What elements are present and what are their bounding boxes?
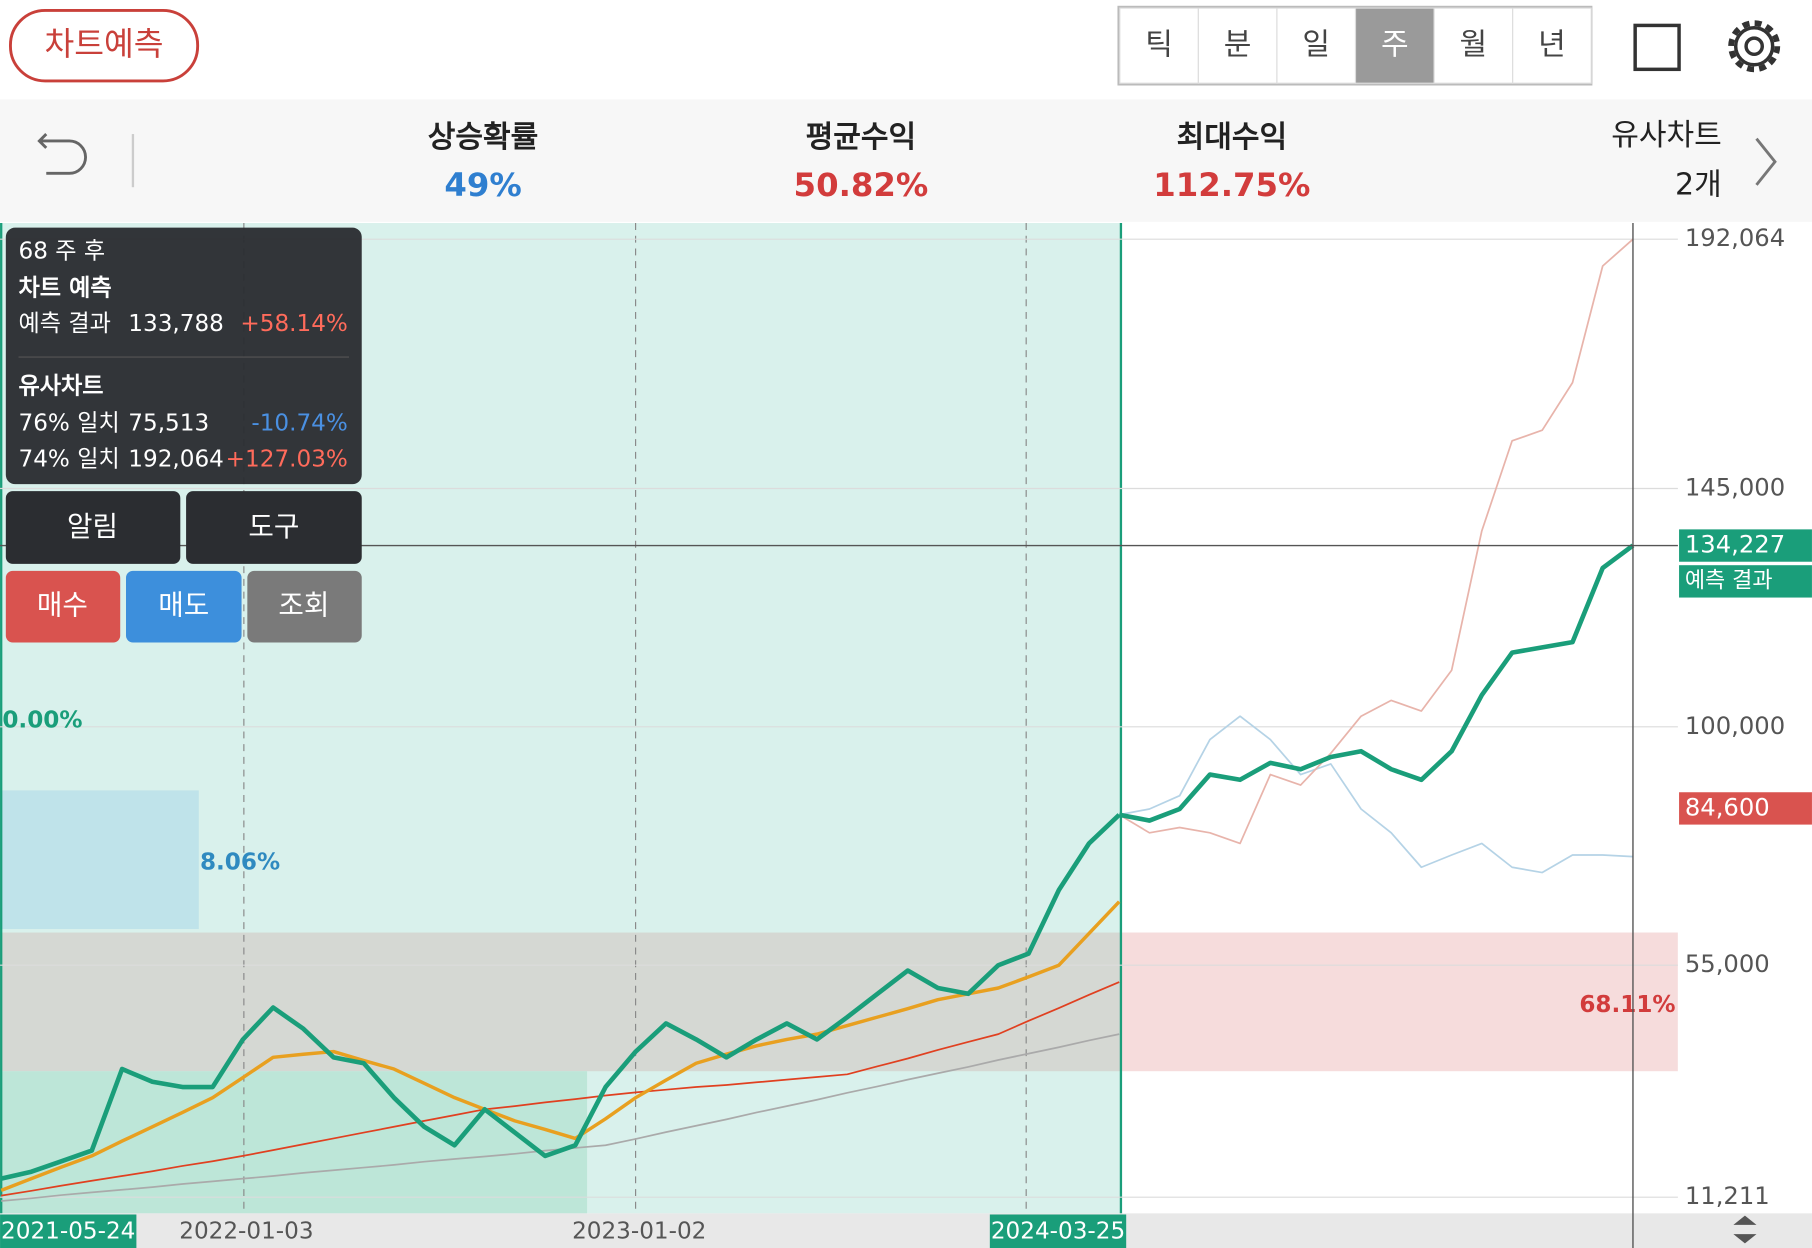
x-tick-label: 2022-01-03 [179,1218,313,1244]
view-button[interactable] [247,570,362,643]
y-tick-label: 145,000 [1685,472,1785,501]
blue-zone-label: 8.06% [200,850,280,876]
period-label: 일 [1302,28,1330,63]
x-axis-area [0,1213,1812,1248]
price-marker-label: 84,600 [1685,792,1770,821]
view-label: 조회 [278,589,329,622]
series-line [1,981,1120,1197]
y-tick-label: 100,000 [1685,711,1785,740]
series-line [1118,543,1635,823]
weeks-after: 68 주 후 [19,238,106,264]
period-label: 주 [1381,28,1409,63]
sort-icon[interactable] [1733,1215,1757,1244]
panel-title: 차트 예측 [19,275,112,301]
similar-label: 유사차트 [1611,118,1722,153]
pink-zone-label: 68.11% [1579,992,1675,1018]
square-icon[interactable] [1633,23,1681,72]
period-label: 틱 [1145,28,1173,63]
settings-icon[interactable] [1728,20,1781,73]
match-change: +127.03% [226,446,348,472]
gray-zone [0,932,1121,1072]
alert-label: 알림 [67,510,118,543]
price-marker-label: 134,227 [1685,530,1785,559]
predict-button-label: 차트예측 [45,25,164,63]
series-line [1119,715,1634,874]
chart: 0.00% 8.06% 68.11% 11,211 55,000 100,000 14… [0,223,1812,1248]
x-label-box [989,1214,1127,1248]
period-label: 년 [1538,28,1566,63]
y-tick-label: 192,064 [1685,223,1785,252]
match-label: 76% 일치 [19,411,120,437]
buy-label: 매수 [37,589,88,622]
period-tab[interactable] [1512,7,1592,84]
gear-hub [1744,36,1764,57]
price-marker [1679,792,1812,825]
blue-zone [0,790,199,930]
sell-button[interactable] [126,570,242,643]
base-zone-label: 0.00% [2,708,82,734]
period-tab[interactable] [1276,7,1357,84]
period-label: 월 [1460,28,1488,63]
matches: 76% 일치 75,513 -10.74% 74% 일치 192,064 +127.03% [19,411,348,473]
tools-button[interactable] [186,491,362,564]
stat-label: 평균수익 [806,120,917,155]
gear-ring [1733,25,1775,67]
y-axis-area [1677,223,1812,1214]
x-label-box [0,1214,137,1248]
pink-zone [1120,932,1678,1072]
gear-teeth [1728,20,1781,73]
y-tick-label: 11,211 [1685,1181,1770,1210]
result-change: +58.14% [240,311,347,337]
similar-count: 2개 [1675,168,1722,203]
series-line [0,900,1121,1192]
stat-value: 49% [444,166,521,204]
result-label: 예측 결과 [19,311,111,337]
period-label: 분 [1224,28,1252,63]
x-tick-label: 2024-03-25 [991,1218,1125,1244]
stats: 상승확률 49% 평균수익 50.82% 최대수익 112.75% [428,120,1311,204]
result-price: 133,788 [128,311,224,337]
info-panel: 68 주 후 차트 예측 예측 결과 133,788 +58.14% 유사차트 … [5,227,362,485]
buy-button[interactable] [5,570,121,643]
price-marker [1679,529,1812,562]
result-tag-label: 예측 결과 [1685,568,1773,593]
match-change: -10.74% [251,411,347,437]
series-line [1118,238,1634,845]
stat-value: 50.82% [794,166,929,204]
green-zone [0,1071,588,1214]
x-tick-label: 2021-05-24 [1,1218,135,1244]
series-line [0,813,1121,1181]
period-tab[interactable] [1433,7,1514,84]
match-price: 75,513 [128,411,209,437]
next-icon[interactable] [1755,137,1777,186]
similar-title: 유사차트 [19,374,104,400]
alert-button[interactable] [5,491,181,564]
match-price: 192,064 [128,446,224,472]
stat-label: 최대수익 [1177,120,1288,155]
stat-value: 112.75% [1153,166,1310,204]
tools-label: 도구 [248,510,299,543]
period-tab[interactable] [1354,7,1435,84]
back-icon[interactable] [37,133,87,175]
y-tick-label: 55,000 [1685,949,1770,978]
stats-bar [0,99,1812,222]
result-tag [1679,565,1812,598]
sell-label: 매도 [158,589,209,622]
predict-button[interactable] [9,8,200,83]
stat-label: 상승확률 [428,120,539,155]
x-tick-label: 2023-01-02 [572,1218,706,1244]
panel-bg [5,227,362,485]
match-label: 74% 일치 [19,446,120,472]
